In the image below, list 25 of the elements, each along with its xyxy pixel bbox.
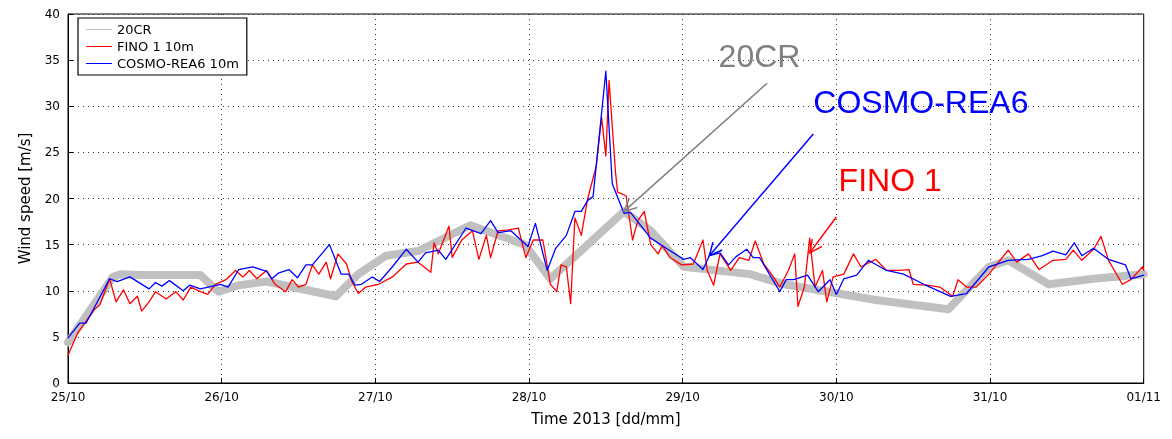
legend-label: COSMO-REA6 10m bbox=[117, 56, 239, 71]
x-axis-title: Time 2013 [dd/mm] bbox=[530, 409, 681, 428]
legend-label: 20CR bbox=[117, 22, 152, 37]
x-tick-label: 29/10 bbox=[665, 390, 700, 404]
x-tick-label: 28/10 bbox=[511, 390, 547, 404]
legend-label: FINO 1 10m bbox=[117, 39, 195, 54]
y-tick-label: 25 bbox=[44, 145, 60, 160]
x-tick-label: 27/10 bbox=[358, 390, 393, 404]
y-tick-label: 0 bbox=[52, 376, 60, 390]
y-tick-label: 10 bbox=[44, 283, 60, 298]
x-tick-label: 31/10 bbox=[972, 390, 1008, 404]
annotation: 20CR bbox=[718, 37, 801, 74]
x-tick-label: 30/10 bbox=[819, 390, 854, 404]
y-tick-label: 15 bbox=[44, 237, 60, 252]
y-tick-label: 30 bbox=[44, 99, 60, 114]
x-tick-label: 26/10 bbox=[204, 390, 239, 404]
y-axis-title: Wind speed [m/s] bbox=[15, 132, 34, 265]
x-tick-label: 01/11 bbox=[1126, 390, 1162, 404]
x-tick-label: 25/10 bbox=[50, 390, 86, 404]
y-tick-label: 40 bbox=[44, 7, 60, 21]
y-tick-label: 5 bbox=[52, 329, 60, 344]
y-tick-label: 35 bbox=[44, 53, 60, 68]
y-tick-label: 20 bbox=[44, 191, 60, 206]
annotation: COSMO-REA6 bbox=[813, 83, 1029, 120]
annotation: FINO 1 bbox=[838, 162, 942, 199]
